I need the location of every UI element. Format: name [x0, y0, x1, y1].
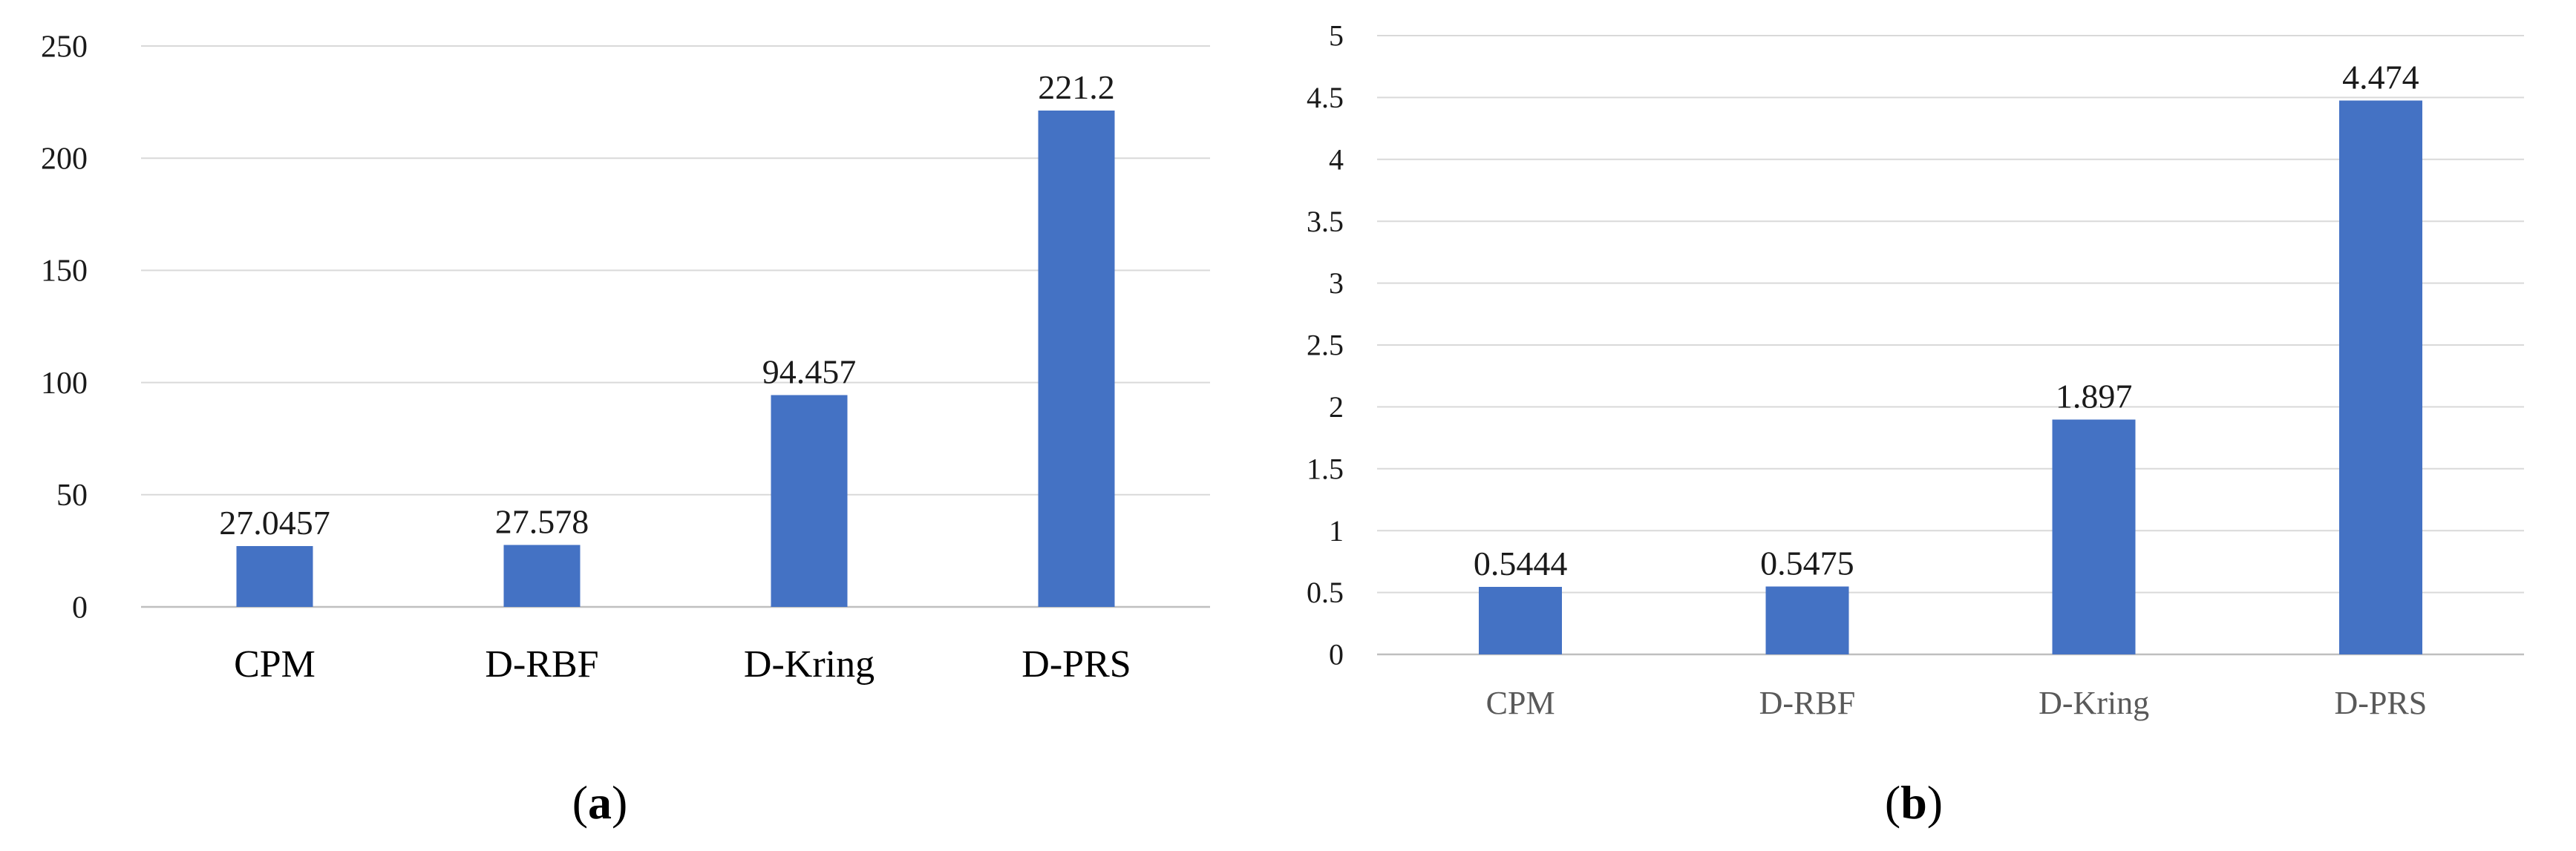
bars — [236, 111, 1115, 608]
bar-d-rbf — [503, 545, 581, 607]
y-tick-label: 1 — [1329, 514, 1344, 548]
bars — [1479, 100, 2422, 654]
caption-a: (a) — [572, 776, 628, 829]
y-tick-label: 5 — [1329, 19, 1344, 53]
x-tick-label: D-PRS — [1021, 643, 1131, 686]
data-label: 94.457 — [762, 352, 857, 390]
y-tick-label: 1.5 — [1307, 452, 1344, 485]
data-labels: 0.5444 0.5475 1.897 4.474 — [1474, 59, 2419, 582]
caption-b: (b) — [1884, 776, 1944, 829]
x-tick-label: D-RBF — [485, 643, 598, 686]
bar-cpm — [1479, 587, 1563, 654]
gridlines — [1377, 35, 2524, 594]
y-tick-label: 3 — [1329, 266, 1344, 300]
y-tick-label: 0 — [72, 591, 88, 625]
bar-d-prs — [2338, 100, 2422, 654]
data-label: 27.0457 — [219, 504, 330, 542]
data-label: 4.474 — [2342, 59, 2419, 96]
y-tick-label: 3.5 — [1307, 205, 1344, 238]
data-labels: 27.0457 27.578 94.457 221.2 — [219, 68, 1115, 542]
data-label: 1.897 — [2056, 378, 2133, 415]
y-tick-label: 0.5 — [1307, 576, 1344, 609]
x-tick-labels: CPM D-RBF D-Kring D-PRS — [1486, 685, 2428, 721]
y-tick-label: 4.5 — [1307, 81, 1344, 114]
data-label: 221.2 — [1038, 68, 1115, 106]
y-tick-label: 50 — [56, 479, 88, 513]
y-tick-label: 200 — [41, 142, 88, 176]
bar-d-kring — [2052, 419, 2136, 654]
bar-d-rbf — [1765, 586, 1849, 654]
y-tick-label: 2 — [1329, 390, 1344, 424]
y-tick-label: 250 — [41, 30, 88, 64]
y-tick-labels: 0 0.5 1 1.5 2 2.5 3 3.5 4 4.5 5 — [1307, 19, 1344, 671]
chart-a: 0 50 100 150 200 250 27.0457 27.578 94.457 221.2 C… — [41, 30, 1210, 686]
y-tick-label: 0 — [1329, 638, 1344, 671]
data-label: 27.578 — [495, 503, 589, 541]
y-tick-label: 4 — [1329, 142, 1344, 176]
data-label: 0.5444 — [1474, 545, 1568, 582]
x-tick-label: D-RBF — [1759, 685, 1856, 721]
bar-cpm — [236, 546, 313, 607]
x-tick-label: D-Kring — [2039, 685, 2149, 721]
data-label: 0.5475 — [1760, 545, 1854, 582]
gridlines — [141, 45, 1210, 496]
y-tick-label: 100 — [41, 367, 88, 401]
y-tick-label: 2.5 — [1307, 329, 1344, 362]
bar-d-prs — [1038, 111, 1115, 608]
x-tick-label: CPM — [1486, 685, 1555, 721]
x-tick-label: D-PRS — [2335, 685, 2428, 721]
bar-d-kring — [771, 395, 848, 607]
y-tick-labels: 0 50 100 150 200 250 — [41, 30, 88, 625]
x-tick-label: CPM — [234, 643, 316, 686]
y-tick-label: 150 — [41, 254, 88, 289]
x-tick-labels: CPM D-RBF D-Kring D-PRS — [234, 643, 1131, 686]
chart-b: 0 0.5 1 1.5 2 2.5 3 3.5 4 4.5 5 0.5444 0.5475 1.897 4.… — [1307, 19, 2524, 721]
x-tick-label: D-Kring — [744, 643, 875, 686]
